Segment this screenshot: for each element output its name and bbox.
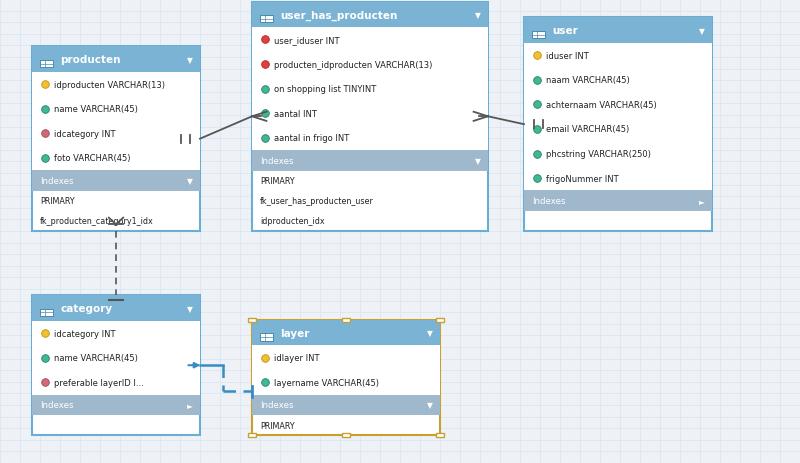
Text: preferable layerID I...: preferable layerID I... xyxy=(54,378,144,387)
Bar xyxy=(40,61,53,68)
FancyBboxPatch shape xyxy=(524,93,712,118)
Text: naam VARCHAR(45): naam VARCHAR(45) xyxy=(546,76,630,85)
Text: foto VARCHAR(45): foto VARCHAR(45) xyxy=(54,154,131,163)
Text: ►: ► xyxy=(698,197,705,206)
FancyBboxPatch shape xyxy=(32,47,200,73)
FancyBboxPatch shape xyxy=(524,44,712,69)
Text: user_iduser INT: user_iduser INT xyxy=(274,36,340,45)
Text: layer: layer xyxy=(280,328,310,338)
Text: user_has_producten: user_has_producten xyxy=(280,10,398,20)
Text: ▼: ▼ xyxy=(474,11,481,20)
FancyBboxPatch shape xyxy=(252,3,488,28)
Text: iduser INT: iduser INT xyxy=(546,51,589,61)
Text: frigoNummer INT: frigoNummer INT xyxy=(546,174,619,183)
FancyBboxPatch shape xyxy=(252,102,488,126)
Text: idlayer INT: idlayer INT xyxy=(274,353,320,363)
FancyBboxPatch shape xyxy=(32,370,200,395)
Text: Indexes: Indexes xyxy=(40,400,74,409)
FancyBboxPatch shape xyxy=(32,122,200,146)
Text: Indexes: Indexes xyxy=(40,176,74,186)
FancyBboxPatch shape xyxy=(524,191,712,212)
Text: name VARCHAR(45): name VARCHAR(45) xyxy=(54,353,138,363)
FancyBboxPatch shape xyxy=(32,321,200,346)
FancyBboxPatch shape xyxy=(524,118,712,142)
Text: producten: producten xyxy=(60,55,121,65)
Text: Indexes: Indexes xyxy=(260,156,294,165)
Text: aantal in frigo INT: aantal in frigo INT xyxy=(274,134,350,143)
Text: PRIMARY: PRIMARY xyxy=(260,421,294,430)
Text: achternaam VARCHAR(45): achternaam VARCHAR(45) xyxy=(546,100,657,110)
Text: ▼: ▼ xyxy=(186,176,193,186)
Text: ►: ► xyxy=(186,400,193,409)
Bar xyxy=(40,309,53,317)
FancyBboxPatch shape xyxy=(252,3,488,232)
FancyBboxPatch shape xyxy=(32,97,200,122)
FancyBboxPatch shape xyxy=(342,433,350,437)
Text: email VARCHAR(45): email VARCHAR(45) xyxy=(546,125,630,134)
FancyBboxPatch shape xyxy=(252,370,440,395)
Text: ▼: ▼ xyxy=(474,156,481,165)
FancyBboxPatch shape xyxy=(252,53,488,77)
Text: ▼: ▼ xyxy=(426,328,433,338)
FancyBboxPatch shape xyxy=(32,146,200,171)
FancyBboxPatch shape xyxy=(32,346,200,370)
FancyBboxPatch shape xyxy=(252,395,440,415)
Text: ▼: ▼ xyxy=(426,400,433,409)
FancyBboxPatch shape xyxy=(252,346,440,370)
FancyBboxPatch shape xyxy=(248,318,256,322)
Text: layername VARCHAR(45): layername VARCHAR(45) xyxy=(274,378,379,387)
Text: ▼: ▼ xyxy=(186,56,193,64)
FancyBboxPatch shape xyxy=(524,69,712,93)
FancyBboxPatch shape xyxy=(32,47,200,232)
Text: fk_producten_category1_idx: fk_producten_category1_idx xyxy=(40,217,154,226)
FancyBboxPatch shape xyxy=(32,296,200,321)
FancyBboxPatch shape xyxy=(252,320,440,346)
Text: idcategory INT: idcategory INT xyxy=(54,329,116,338)
FancyBboxPatch shape xyxy=(32,296,200,435)
Text: idcategory INT: idcategory INT xyxy=(54,130,116,138)
FancyBboxPatch shape xyxy=(32,171,200,191)
Text: PRIMARY: PRIMARY xyxy=(260,177,294,186)
FancyBboxPatch shape xyxy=(252,320,440,435)
Bar xyxy=(260,16,273,24)
Text: idproducten_idx: idproducten_idx xyxy=(260,217,325,226)
FancyBboxPatch shape xyxy=(524,19,712,44)
Text: PRIMARY: PRIMARY xyxy=(40,197,74,206)
FancyBboxPatch shape xyxy=(437,433,444,437)
Text: Indexes: Indexes xyxy=(260,400,294,409)
Text: ▼: ▼ xyxy=(698,26,705,36)
Text: phcstring VARCHAR(250): phcstring VARCHAR(250) xyxy=(546,150,651,159)
FancyBboxPatch shape xyxy=(524,142,712,167)
Bar xyxy=(532,32,545,39)
FancyBboxPatch shape xyxy=(524,19,712,232)
FancyBboxPatch shape xyxy=(252,77,488,102)
FancyBboxPatch shape xyxy=(32,73,200,97)
FancyBboxPatch shape xyxy=(252,126,488,151)
FancyBboxPatch shape xyxy=(524,167,712,191)
FancyBboxPatch shape xyxy=(32,395,200,415)
FancyBboxPatch shape xyxy=(248,433,256,437)
Text: aantal INT: aantal INT xyxy=(274,109,318,119)
FancyBboxPatch shape xyxy=(252,151,488,171)
FancyBboxPatch shape xyxy=(252,28,488,53)
Text: category: category xyxy=(60,303,112,313)
Text: producten_idproducten VARCHAR(13): producten_idproducten VARCHAR(13) xyxy=(274,60,433,69)
FancyBboxPatch shape xyxy=(342,318,350,322)
Bar xyxy=(260,334,273,341)
Text: name VARCHAR(45): name VARCHAR(45) xyxy=(54,105,138,114)
Text: user: user xyxy=(552,26,578,36)
Text: Indexes: Indexes xyxy=(532,197,566,206)
Text: on shopping list TINYINT: on shopping list TINYINT xyxy=(274,85,377,94)
Text: idproducten VARCHAR(13): idproducten VARCHAR(13) xyxy=(54,81,166,89)
Text: fk_user_has_producten_user: fk_user_has_producten_user xyxy=(260,197,374,206)
Text: ▼: ▼ xyxy=(186,304,193,313)
FancyBboxPatch shape xyxy=(437,318,444,322)
